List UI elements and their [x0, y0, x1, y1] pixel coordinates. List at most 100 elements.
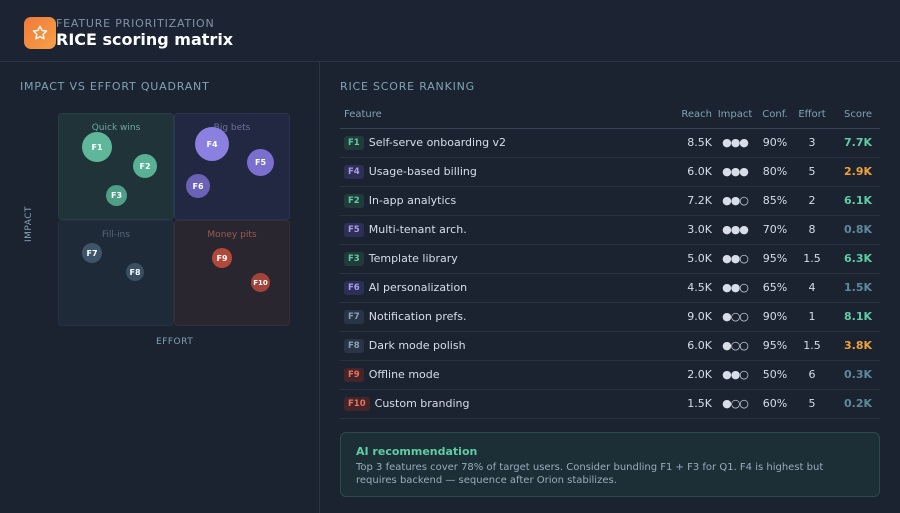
table-row[interactable]: F8 Dark mode polish 6.0K ●○○ 95% 1.5 3.8K [340, 331, 880, 361]
effort-cell: 4 [792, 273, 832, 303]
impact-dots: ●●○ [712, 360, 758, 390]
feature-cell: F8 Dark mode polish [340, 331, 665, 361]
effort-cell: 5 [792, 157, 832, 187]
score-cell: 6.3K [832, 244, 880, 274]
table-row[interactable]: F4 Usage-based billing 6.0K ●●● 80% 5 2.9K [340, 157, 880, 187]
table-row[interactable]: F10 Custom branding 1.5K ●○○ 60% 5 0.2K [340, 389, 880, 419]
reach-cell: 9.0K [665, 302, 712, 332]
feature-id-badge: F6 [344, 280, 364, 295]
column-header-impact[interactable]: Impact [712, 102, 758, 129]
feature-cell: F5 Multi-tenant arch. [340, 215, 665, 245]
quadrant-fill-ins: Fill-ins [58, 220, 174, 326]
score-cell: 2.9K [832, 157, 880, 187]
impact-dots: ●●○ [712, 244, 758, 274]
star-icon [24, 17, 56, 49]
bubble-f3[interactable]: F3 [106, 185, 127, 206]
effort-cell: 1.5 [792, 244, 832, 274]
impact-dots: ●○○ [712, 331, 758, 361]
quadrant-label-money-pits: Money pits [207, 230, 257, 240]
impact-dots: ●●● [712, 215, 758, 245]
effort-cell: 8 [792, 215, 832, 245]
feature-id-badge: F7 [344, 309, 364, 324]
feature-cell: F1 Self-serve onboarding v2 [340, 128, 665, 158]
quadrant-section-title: IMPACT VS EFFORT QUADRANT [20, 80, 210, 93]
confidence-cell: 95% [758, 244, 792, 274]
bubble-f7[interactable]: F7 [82, 243, 102, 263]
bubble-f2[interactable]: F2 [133, 154, 157, 178]
quadrant-panel [0, 62, 320, 513]
column-header-feature[interactable]: Feature [340, 102, 665, 129]
effort-cell: 1 [792, 302, 832, 332]
impact-dots: ●●○ [712, 186, 758, 216]
effort-cell: 1.5 [792, 331, 832, 361]
confidence-cell: 70% [758, 215, 792, 245]
ai-recommendation-card: AI recommendation Top 3 features cover 7… [340, 432, 880, 497]
feature-id-badge: F3 [344, 251, 364, 266]
ranking-table: Feature Reach Impact Conf. Effort Score … [340, 102, 880, 419]
score-cell: 8.1K [832, 302, 880, 332]
confidence-cell: 90% [758, 302, 792, 332]
ranking-section-title: RICE SCORE RANKING [340, 80, 475, 93]
table-row[interactable]: F1 Self-serve onboarding v2 8.5K ●●● 90% 3 7.7… [340, 128, 880, 158]
feature-id-badge: F4 [344, 164, 364, 179]
bubble-f4[interactable]: F4 [195, 127, 229, 161]
quadrant-label-fill-ins: Fill-ins [101, 230, 131, 240]
feature-cell: F9 Offline mode [340, 360, 665, 390]
effort-cell: 2 [792, 186, 832, 216]
impact-dots: ●○○ [712, 302, 758, 332]
table-row[interactable]: F3 Template library 5.0K ●●○ 95% 1.5 6.3K [340, 244, 880, 274]
reach-cell: 7.2K [665, 186, 712, 216]
feature-cell: F10 Custom branding [340, 389, 665, 419]
feature-name: Multi-tenant arch. [368, 222, 467, 236]
impact-dots: ●●○ [712, 273, 758, 303]
column-header-effort[interactable]: Effort [792, 102, 832, 129]
quadrant-money-pits: Money pits [174, 220, 290, 326]
feature-name: Dark mode polish [368, 338, 466, 352]
confidence-cell: 60% [758, 389, 792, 419]
table-row[interactable]: F5 Multi-tenant arch. 3.0K ●●● 70% 8 0.8K [340, 215, 880, 245]
score-cell: 0.8K [832, 215, 880, 245]
bubble-f5[interactable]: F5 [247, 149, 274, 176]
column-header-score[interactable]: Score [832, 102, 880, 129]
feature-name: In-app analytics [368, 193, 457, 207]
feature-cell: F3 Template library [340, 244, 665, 274]
feature-cell: F6 AI personalization [340, 273, 665, 303]
score-cell: 3.8K [832, 331, 880, 361]
quadrant-label-quick-wins: Quick wins [91, 123, 141, 133]
reach-cell: 8.5K [665, 128, 712, 158]
feature-cell: F4 Usage-based billing [340, 157, 665, 187]
impact-dots: ●○○ [712, 389, 758, 419]
feature-id-badge: F2 [344, 193, 364, 208]
bubble-f10[interactable]: F10 [251, 273, 270, 292]
bubble-f8[interactable]: F8 [126, 263, 144, 281]
reach-cell: 1.5K [665, 389, 712, 419]
score-cell: 0.3K [832, 360, 880, 390]
feature-id-badge: F5 [344, 222, 364, 237]
effort-cell: 3 [792, 128, 832, 158]
bubble-f1[interactable]: F1 [82, 132, 112, 162]
bubble-f6[interactable]: F6 [186, 174, 210, 198]
page-title: RICE scoring matrix [56, 30, 234, 49]
x-axis-label: EFFORT [156, 337, 194, 347]
column-header-conf[interactable]: Conf. [758, 102, 792, 129]
column-header-reach[interactable]: Reach [665, 102, 712, 129]
table-row[interactable]: F9 Offline mode 2.0K ●●○ 50% 6 0.3K [340, 360, 880, 390]
score-cell: 0.2K [832, 389, 880, 419]
feature-id-badge: F9 [344, 367, 364, 382]
confidence-cell: 95% [758, 331, 792, 361]
ai-recommendation-text: Top 3 features cover 78% of target users… [356, 462, 824, 486]
table-row[interactable]: F7 Notification prefs. 9.0K ●○○ 90% 1 8.1K [340, 302, 880, 332]
confidence-cell: 50% [758, 360, 792, 390]
table-row[interactable]: F2 In-app analytics 7.2K ●●○ 85% 2 6.1K [340, 186, 880, 216]
feature-name: Usage-based billing [368, 164, 477, 178]
ai-recommendation-title: AI recommendation [356, 445, 478, 458]
app-header: FEATURE PRIORITIZATION RICE scoring matr… [0, 0, 900, 62]
quadrant-label-big-bets: Big bets [213, 123, 251, 133]
bubble-f9[interactable]: F9 [212, 248, 232, 268]
feature-cell: F2 In-app analytics [340, 186, 665, 216]
table-row[interactable]: F6 AI personalization 4.5K ●●○ 65% 4 1.5K [340, 273, 880, 303]
score-cell: 7.7K [832, 128, 880, 158]
effort-cell: 5 [792, 389, 832, 419]
feature-name: Offline mode [368, 367, 440, 381]
score-cell: 1.5K [832, 273, 880, 303]
